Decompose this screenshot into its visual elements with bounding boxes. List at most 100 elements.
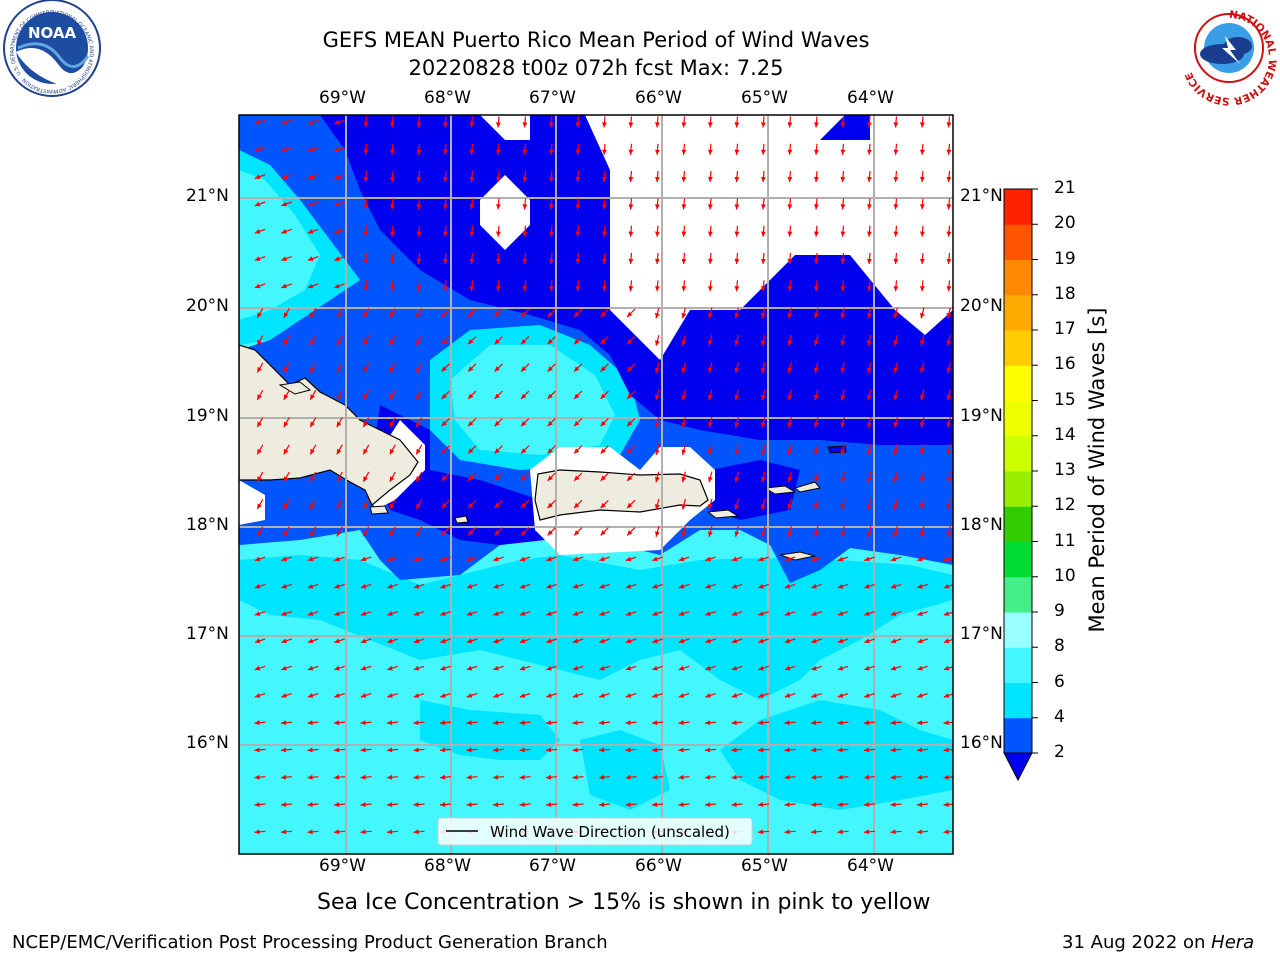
wind-arrow-head bbox=[493, 665, 499, 671]
wind-arrow-head bbox=[493, 556, 499, 562]
wind-arrow-head bbox=[840, 367, 846, 373]
wind-arrow-head bbox=[787, 312, 793, 319]
wind-arrow-head bbox=[946, 394, 952, 401]
wind-arrow-head bbox=[811, 638, 817, 644]
wind-arrow-head bbox=[307, 665, 314, 671]
wind-arrow-head bbox=[946, 449, 952, 455]
wind-arrow-head bbox=[678, 774, 684, 780]
wind-arrow-head bbox=[814, 312, 819, 319]
wind-arrow-head bbox=[390, 258, 395, 264]
wind-arrow-head bbox=[761, 422, 766, 428]
wind-arrow-head bbox=[493, 583, 499, 589]
wind-arrow-head bbox=[334, 802, 340, 807]
wind-arrow-head bbox=[390, 231, 395, 237]
wind-arrow-head bbox=[572, 693, 579, 698]
wind-arrow-head bbox=[864, 611, 870, 616]
wind-arrow-head bbox=[363, 503, 368, 509]
lat-label-right-16n: 16°N bbox=[960, 733, 1003, 753]
wind-arrow-head bbox=[837, 720, 843, 726]
wind-arrow-head bbox=[389, 476, 395, 482]
wind-arrow-head bbox=[469, 122, 475, 128]
wind-arrow-head bbox=[574, 448, 580, 454]
wind-arrow-head bbox=[731, 802, 737, 807]
wind-arrow-head bbox=[917, 556, 923, 562]
wind-arrow-head bbox=[920, 449, 925, 455]
wind-arrow-head bbox=[784, 829, 790, 835]
wind-arrow-head bbox=[416, 421, 421, 428]
wind-arrow-head bbox=[758, 693, 764, 698]
wind-arrow-head bbox=[655, 286, 660, 292]
colorbar-tick-label: 20 bbox=[1054, 213, 1076, 234]
wind-arrow-head bbox=[840, 204, 846, 210]
wind-arrow-head bbox=[547, 448, 553, 454]
wind-arrow-head bbox=[416, 149, 422, 155]
wind-arrow-head bbox=[867, 340, 872, 346]
nodata-6 bbox=[239, 480, 265, 525]
wind-arrow-head bbox=[493, 774, 499, 780]
nodata-1 bbox=[480, 115, 530, 140]
colorbar-segment bbox=[1004, 435, 1032, 472]
wind-arrow-head bbox=[469, 149, 475, 155]
wind-arrow-head bbox=[416, 204, 422, 210]
wind-arrow-head bbox=[440, 611, 446, 616]
colorbar-tick-label: 19 bbox=[1054, 248, 1076, 269]
wind-arrow-head bbox=[655, 340, 660, 346]
wind-arrow-head bbox=[734, 231, 740, 237]
wind-arrow-head bbox=[811, 747, 817, 753]
sea-ice-note: Sea Ice Concentration > 15% is shown in … bbox=[317, 890, 931, 915]
wind-arrow-head bbox=[281, 583, 287, 589]
wind-arrow-head bbox=[734, 286, 740, 292]
wind-arrow-head bbox=[387, 583, 393, 589]
wind-arrow-head bbox=[440, 693, 446, 698]
wind-arrow-head bbox=[254, 693, 261, 698]
wind-arrow-head bbox=[466, 747, 472, 753]
wind-arrow-head bbox=[443, 286, 448, 292]
wind-arrow-head bbox=[811, 556, 817, 562]
colorbar-tick-label: 6 bbox=[1054, 671, 1065, 692]
wind-arrow-head bbox=[413, 638, 420, 644]
wind-arrow-head bbox=[493, 720, 499, 726]
wind-arrow-head bbox=[254, 201, 261, 207]
wind-arrow-head bbox=[575, 122, 581, 128]
colorbar-segment bbox=[1004, 400, 1032, 437]
wind-arrow-head bbox=[600, 502, 606, 509]
wind-arrow-head bbox=[389, 366, 395, 373]
wind-arrow-head bbox=[281, 720, 287, 726]
wind-arrow-head bbox=[761, 504, 766, 510]
wind-arrow-head bbox=[917, 720, 923, 726]
wind-arrow-head bbox=[814, 176, 819, 183]
wind-arrow-head bbox=[655, 176, 660, 183]
wind-arrow-head bbox=[363, 476, 368, 482]
wind-arrow-head bbox=[627, 339, 633, 345]
wind-arrow-head bbox=[363, 394, 368, 400]
wind-arrow-head bbox=[254, 720, 260, 726]
wind-arrow-head bbox=[625, 693, 632, 698]
wind-arrow-head bbox=[705, 720, 711, 726]
wind-arrow-head bbox=[890, 747, 896, 753]
wind-arrow-head bbox=[867, 367, 872, 373]
wind-arrow-head bbox=[705, 802, 711, 807]
wind-arrow-head bbox=[628, 286, 634, 292]
wind-arrow-head bbox=[254, 747, 260, 753]
wind-arrow-head bbox=[546, 638, 552, 644]
wind-arrow-head bbox=[307, 256, 314, 261]
lon-label-bottom-68w: 68°W bbox=[424, 856, 471, 876]
wind-arrow-head bbox=[864, 829, 870, 835]
wind-arrow-head bbox=[519, 638, 526, 644]
wind-arrow-head bbox=[387, 747, 393, 753]
wind-arrow-head bbox=[360, 693, 367, 698]
wind-arrow-head bbox=[625, 638, 632, 644]
wind-arrow-head bbox=[734, 258, 740, 264]
map-frame bbox=[238, 114, 954, 855]
wind-arrow-head bbox=[441, 311, 447, 317]
wind-arrow-head bbox=[572, 665, 579, 671]
wind-arrow-head bbox=[920, 176, 925, 183]
wind-arrow-head bbox=[943, 693, 950, 698]
wind-arrow-head bbox=[521, 475, 527, 481]
wind-arrow-head bbox=[708, 476, 713, 483]
wind-arrow-head bbox=[494, 420, 500, 427]
wind-arrow-head bbox=[257, 366, 262, 373]
wind-arrow-head bbox=[254, 829, 260, 835]
wind-arrow-head bbox=[761, 258, 766, 264]
land-tortuga bbox=[278, 381, 312, 395]
